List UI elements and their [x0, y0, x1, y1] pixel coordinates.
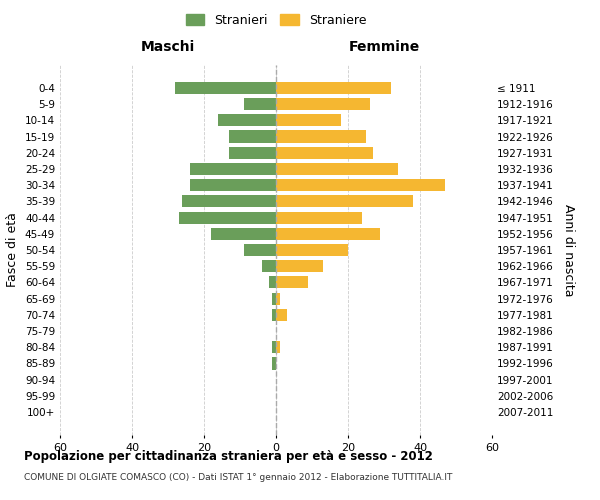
Bar [276, 114, 341, 126]
Bar [276, 146, 373, 159]
Text: COMUNE DI OLGIATE COMASCO (CO) - Dati ISTAT 1° gennaio 2012 - Elaborazione TUTTI: COMUNE DI OLGIATE COMASCO (CO) - Dati IS… [24, 472, 452, 482]
Bar [276, 244, 348, 256]
Bar [276, 130, 366, 142]
Bar [244, 98, 276, 110]
Bar [276, 276, 308, 288]
Bar [276, 98, 370, 110]
Bar [262, 260, 276, 272]
Bar [272, 341, 276, 353]
Bar [276, 260, 323, 272]
Y-axis label: Anni di nascita: Anni di nascita [562, 204, 575, 296]
Bar [272, 292, 276, 304]
Bar [244, 244, 276, 256]
Bar [276, 228, 380, 240]
Bar [211, 228, 276, 240]
Bar [175, 82, 276, 94]
Y-axis label: Fasce di età: Fasce di età [7, 212, 19, 288]
Bar [190, 163, 276, 175]
Text: Femmine: Femmine [349, 40, 419, 54]
Bar [190, 179, 276, 191]
Bar [276, 163, 398, 175]
Text: Maschi: Maschi [141, 40, 195, 54]
Bar [229, 130, 276, 142]
Bar [182, 196, 276, 207]
Bar [179, 212, 276, 224]
Legend: Stranieri, Straniere: Stranieri, Straniere [181, 8, 371, 32]
Bar [276, 292, 280, 304]
Bar [276, 196, 413, 207]
Bar [276, 212, 362, 224]
Bar [276, 341, 280, 353]
Bar [276, 309, 287, 321]
Bar [272, 358, 276, 370]
Bar [276, 179, 445, 191]
Text: Popolazione per cittadinanza straniera per età e sesso - 2012: Popolazione per cittadinanza straniera p… [24, 450, 433, 463]
Bar [276, 82, 391, 94]
Bar [229, 146, 276, 159]
Bar [218, 114, 276, 126]
Bar [272, 309, 276, 321]
Bar [269, 276, 276, 288]
